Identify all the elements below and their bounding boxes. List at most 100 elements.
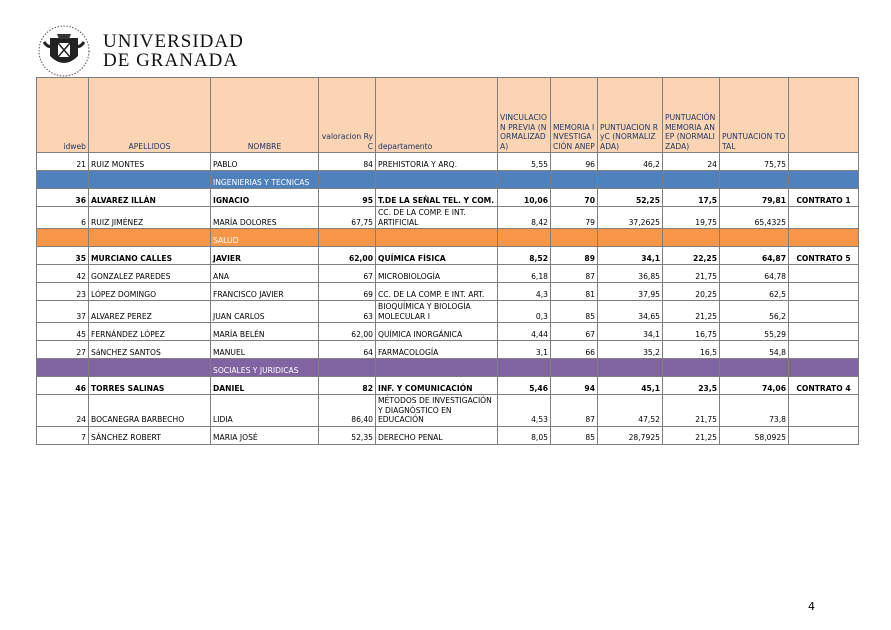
table-cell: 79,81 xyxy=(719,188,789,207)
table-cell: 96 xyxy=(550,152,598,171)
table-cell: 8,42 xyxy=(497,206,551,229)
table-cell: 74,06 xyxy=(719,376,789,395)
table-cell: BIOQUÍMICA Y BIOLOGÍA MOLECULAR I xyxy=(375,300,498,323)
data-row: 35 MURCIANO CALLES JAVIER 62,00 QUÍMICA FÍSI… xyxy=(36,246,859,265)
table-cell: 37,2625 xyxy=(597,206,663,229)
data-row: 6 RUIZ JIMÉNEZ MARÍA DOLORES 67,75 CC. DE LA… xyxy=(36,206,859,229)
section-cell xyxy=(497,228,551,247)
table-cell: CC. DE LA COMP. E INT. ART. xyxy=(375,282,498,301)
section-cell xyxy=(719,228,789,247)
section-cell xyxy=(788,358,859,377)
data-row: 21 RUIZ MONTES PABLO 84 PREHISTORIA Y ARQ. 5,… xyxy=(36,152,859,171)
table-cell: 28,7925 xyxy=(597,425,663,445)
table-cell: 21,25 xyxy=(662,425,720,445)
section-cell xyxy=(788,228,859,247)
table-cell: 86,40 xyxy=(318,394,376,427)
data-row: 46 TORRES SALINAS DANIEL 82 INF. Y COMUNICAC… xyxy=(36,376,859,395)
table-cell: 69 xyxy=(318,282,376,301)
table-cell: LÓPEZ DOMINGO xyxy=(88,282,211,301)
table-cell: 17,5 xyxy=(662,188,720,207)
table-cell: 6 xyxy=(36,206,89,229)
column-header: valoracion RyC xyxy=(318,77,376,153)
table-cell: BOCANEGRA BARBECHO xyxy=(88,394,211,427)
table-cell: 62,00 xyxy=(318,322,376,341)
section-cell xyxy=(719,170,789,189)
table-cell: 85 xyxy=(550,425,598,445)
table-cell: 34,65 xyxy=(597,300,663,323)
section-cell xyxy=(497,358,551,377)
column-header: PUNTUACION RyC (NORMALIZADA) xyxy=(597,77,663,153)
data-row: 42 GONZALEZ PAREDES ANA 67 MICROBIOLOGÍA 6,18… xyxy=(36,264,859,283)
table-cell xyxy=(788,264,859,283)
table-cell: LIDIA xyxy=(210,394,319,427)
column-header: idweb xyxy=(36,77,89,153)
table-cell: CONTRATO 5 xyxy=(788,246,859,265)
table-cell: MARIA JOSÉ xyxy=(210,425,319,445)
table-cell: 55,29 xyxy=(719,322,789,341)
table-cell: RUIZ MONTES xyxy=(88,152,211,171)
table-cell: CONTRATO 4 xyxy=(788,376,859,395)
table-cell: 67 xyxy=(318,264,376,283)
table-cell: 95 xyxy=(318,188,376,207)
section-cell xyxy=(497,170,551,189)
table-cell: ALVAREZ PEREZ xyxy=(88,300,211,323)
data-row: 24 BOCANEGRA BARBECHO LIDIA 86,40 MÉTODOS DE… xyxy=(36,394,859,427)
table-cell: MICROBIOLOGÍA xyxy=(375,264,498,283)
section-cell xyxy=(597,228,663,247)
table-cell: CC. DE LA COMP. E INT. ARTIFICIAL xyxy=(375,206,498,229)
table-cell: IGNACIO xyxy=(210,188,319,207)
table-cell: 21,75 xyxy=(662,264,720,283)
section-cell xyxy=(318,170,376,189)
table-cell: SáNCHEZ SANTOS xyxy=(88,340,211,359)
table-cell: 73,8 xyxy=(719,394,789,427)
table-cell: 5,55 xyxy=(497,152,551,171)
table-cell: 82 xyxy=(318,376,376,395)
section-cell xyxy=(662,358,720,377)
university-name: DE GRANADA xyxy=(103,50,239,71)
table-cell: 10,06 xyxy=(497,188,551,207)
table-cell: 4,44 xyxy=(497,322,551,341)
section-label: SOCIALES Y JURIDICAS xyxy=(210,358,319,377)
section-cell xyxy=(550,228,598,247)
table-cell xyxy=(788,340,859,359)
section-cell xyxy=(662,170,720,189)
table-cell: 42 xyxy=(36,264,89,283)
table-cell: 16,75 xyxy=(662,322,720,341)
table-cell: MANUEL xyxy=(210,340,319,359)
table-cell: 34,1 xyxy=(597,246,663,265)
table-cell: T.DE LA SEÑAL TEL. Y COM. xyxy=(375,188,498,207)
column-header: PUNTUACION TOTAL xyxy=(719,77,789,153)
table-cell: JAVIER xyxy=(210,246,319,265)
table-cell: MURCIANO CALLES xyxy=(88,246,211,265)
table-cell: 75,75 xyxy=(719,152,789,171)
column-header: NOMBRE xyxy=(210,77,319,153)
table-cell: 8,52 xyxy=(497,246,551,265)
table-cell xyxy=(788,394,859,427)
section-cell xyxy=(88,228,211,247)
table-cell: 62,5 xyxy=(719,282,789,301)
table-cell: 87 xyxy=(550,264,598,283)
section-cell xyxy=(88,170,211,189)
section-cell xyxy=(597,170,663,189)
table-cell: 46 xyxy=(36,376,89,395)
section-cell xyxy=(662,228,720,247)
table-cell: 4,53 xyxy=(497,394,551,427)
section-label: INGENIERIAS Y TECNICAS xyxy=(210,170,319,189)
table-cell: TORRES SALINAS xyxy=(88,376,211,395)
table-cell: 89 xyxy=(550,246,598,265)
table-cell: MÉTODOS DE INVESTIGACIÓN Y DIAGNÓSTICO E… xyxy=(375,394,498,427)
section-cell xyxy=(550,170,598,189)
table-cell: RUIZ JIMÉNEZ xyxy=(88,206,211,229)
table-cell: 37,95 xyxy=(597,282,663,301)
university-name: UNIVERSIDAD xyxy=(103,31,244,52)
table-cell: 35,2 xyxy=(597,340,663,359)
table-cell: 63 xyxy=(318,300,376,323)
section-row: SALUD xyxy=(36,228,859,247)
table-cell: 46,2 xyxy=(597,152,663,171)
table-cell: 37 xyxy=(36,300,89,323)
table-cell: 64,78 xyxy=(719,264,789,283)
table-cell: 27 xyxy=(36,340,89,359)
table-cell: 67 xyxy=(550,322,598,341)
table-cell: 62,00 xyxy=(318,246,376,265)
